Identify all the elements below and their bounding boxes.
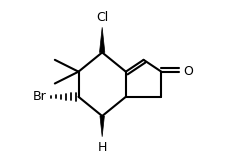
Text: H: H [97,141,106,154]
Polygon shape [99,116,104,137]
Text: Br: Br [33,90,47,103]
Text: O: O [182,65,192,78]
Polygon shape [99,27,104,52]
Text: Cl: Cl [96,11,108,24]
